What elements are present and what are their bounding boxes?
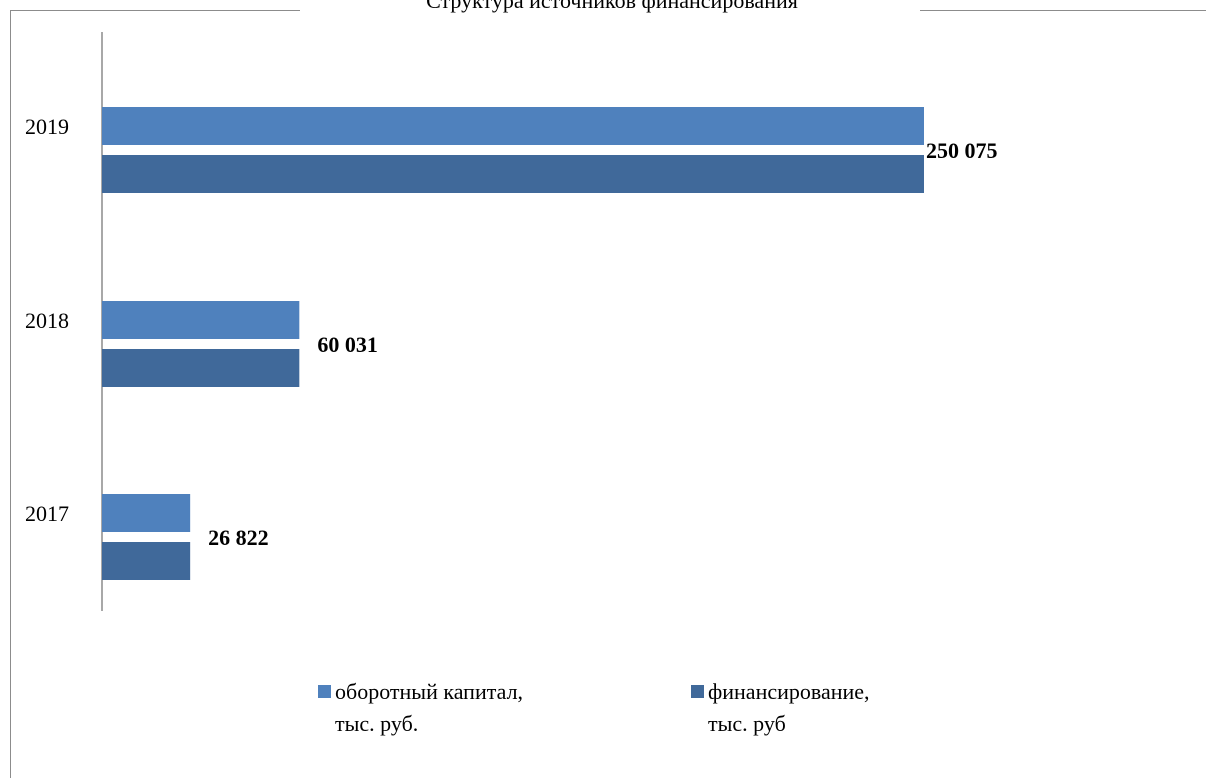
legend-label-series-2-line-1: финансирование, — [708, 679, 870, 704]
data-label-2017: 26 822 — [208, 525, 269, 550]
bar-2017-series-1 — [102, 494, 190, 532]
data-label-2019: 250 075 — [926, 138, 998, 163]
legend-label-series-1-line-1: оборотный капитал, — [335, 679, 523, 704]
legend-swatch-series-2 — [691, 685, 704, 698]
y-tick-label-2018: 2018 — [25, 308, 69, 333]
bar-2019-series-1 — [102, 107, 924, 145]
y-tick-label-2019: 2019 — [25, 114, 69, 139]
bar-2018-series-1 — [102, 301, 299, 339]
chart-title: Структура источников финансирования — [426, 0, 798, 13]
data-label-2018: 60 031 — [317, 332, 378, 357]
bar-2018-series-2 — [102, 349, 299, 387]
legend-label-series-2-line-2: тыс. руб — [708, 711, 786, 736]
legend-label-series-1-line-2: тыс. руб. — [335, 711, 418, 736]
bar-2019-series-2 — [102, 155, 924, 193]
bar-2017-series-2 — [102, 542, 190, 580]
y-tick-label-2017: 2017 — [25, 501, 69, 526]
legend-swatch-series-1 — [318, 685, 331, 698]
